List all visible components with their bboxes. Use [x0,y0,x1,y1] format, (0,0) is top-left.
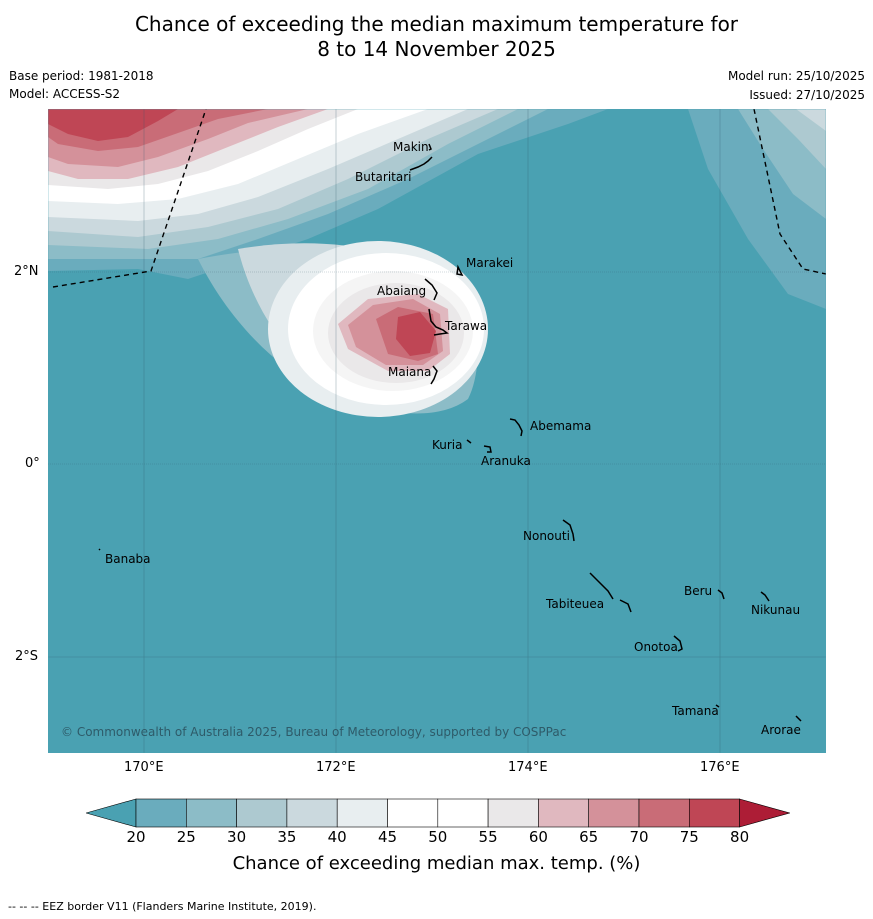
island-butaritari [409,156,433,171]
islands [98,143,802,722]
place-label-nikunau: Nikunau [751,603,800,617]
contour-hot-80 [396,312,436,356]
colorbar-tick-label: 30 [227,828,247,846]
gridlines [48,109,826,753]
colorbar-extend-high [739,798,790,828]
colorbar-cell [387,798,439,828]
colorbar-tick-label: 65 [579,828,599,846]
lat-label-2s: 2°S [15,649,39,664]
lat-label-0: 0° [25,456,40,471]
map-copyright: © Commonwealth of Australia 2025, Bureau… [61,725,566,739]
colorbar-cell [236,798,288,828]
place-label-tabiteuea: Tabiteuea [545,597,604,611]
island-nikunau [760,591,770,602]
colorbar-cell [487,798,539,828]
base-period: Base period: 1981-2018 [9,69,154,83]
lon-label-174: 174°E [508,760,548,775]
lat-label-2n: 2°N [14,264,39,279]
place-label-abaiang: Abaiang [377,284,426,298]
colorbar-tick-label: 20 [126,828,146,846]
colorbar-tick-label: 70 [629,828,649,846]
island-aranuka [483,445,492,453]
island-marakei [456,264,464,277]
colorbar-tick-label: 80 [730,828,750,846]
place-label-abemama: Abemama [530,419,591,433]
place-label-banaba: Banaba [105,552,151,566]
colorbar-cell [638,798,690,828]
place-label-onotoa: Onotoa [634,640,678,654]
eez-footnote: -- -- -- EEZ border V11 (Flanders Marine… [8,900,317,913]
issued-date: Issued: 27/10/2025 [749,88,865,102]
colorbar-cell [588,798,640,828]
colorbar-cell [286,798,338,828]
contour-ne-35 [768,109,826,169]
colorbar-tick-label: 40 [327,828,347,846]
island-banaba [98,548,101,551]
place-label-arorae: Arorae [761,723,801,737]
colorbar-cell [688,798,740,828]
place-label-tamana: Tamana [671,704,719,718]
island-maiana [430,365,438,385]
lon-label-172: 172°E [316,760,356,775]
colorbar-extend-low [86,798,137,828]
contour-ne-40 [796,109,826,131]
colorbar-tick-label: 50 [428,828,448,846]
place-label-beru: Beru [684,584,712,598]
place-label-maiana: Maiana [388,365,431,379]
colorbar-tick-label: 75 [679,828,699,846]
place-label-kuria: Kuria [432,438,463,452]
island-makin [428,143,432,151]
eez-borders [52,109,826,288]
colorbar-cell [135,798,187,828]
model-name: Model: ACCESS-S2 [9,87,121,101]
colorbar-cell [437,798,489,828]
colorbar-cell [336,798,388,828]
eez-border-east [753,109,826,275]
colorbar [86,798,790,828]
colorbar-tick-label: 60 [528,828,548,846]
lon-label-176: 176°E [700,760,740,775]
island-tamana [715,704,720,708]
colorbar-cell [538,798,589,828]
island-abaiang [424,278,438,301]
island-tarawa [428,308,449,336]
model-run: Model run: 25/10/2025 [727,69,865,83]
colorbar-tick-label: 25 [176,828,196,846]
island-tabiteuea [589,572,632,613]
place-label-makin: Makin [393,140,429,154]
chart-title-line1: Chance of exceeding the median maximum t… [134,12,739,36]
island-abemama [509,418,523,437]
island-kuria [466,439,472,444]
island-onotoa [673,635,683,652]
place-label-marakei: Marakei [466,256,513,270]
island-nonouti [562,519,575,542]
place-label-tarawa: Tarawa [444,319,487,333]
colorbar-tick-label: 45 [377,828,398,846]
colorbar-cell [186,798,237,828]
colorbar-title: Chance of exceeding median max. temp. (%… [232,853,641,874]
colorbar-tick-label: 35 [277,828,297,846]
eez-border-west [52,109,207,288]
colorbar-tick-label: 55 [478,828,498,846]
place-label-aranuka: Aranuka [481,454,531,468]
island-arorae [795,715,802,722]
island-beru [717,589,725,600]
chart-title-line2: 8 to 14 November 2025 [317,37,556,61]
contour-nw-80 [48,109,178,141]
lon-label-170: 170°E [124,760,164,775]
probability-map: Makin Butaritari Marakei Abaiang Tarawa … [48,109,826,753]
place-label-nonouti: Nonouti [523,529,570,543]
place-label-butaritari: Butaritari [355,170,412,184]
